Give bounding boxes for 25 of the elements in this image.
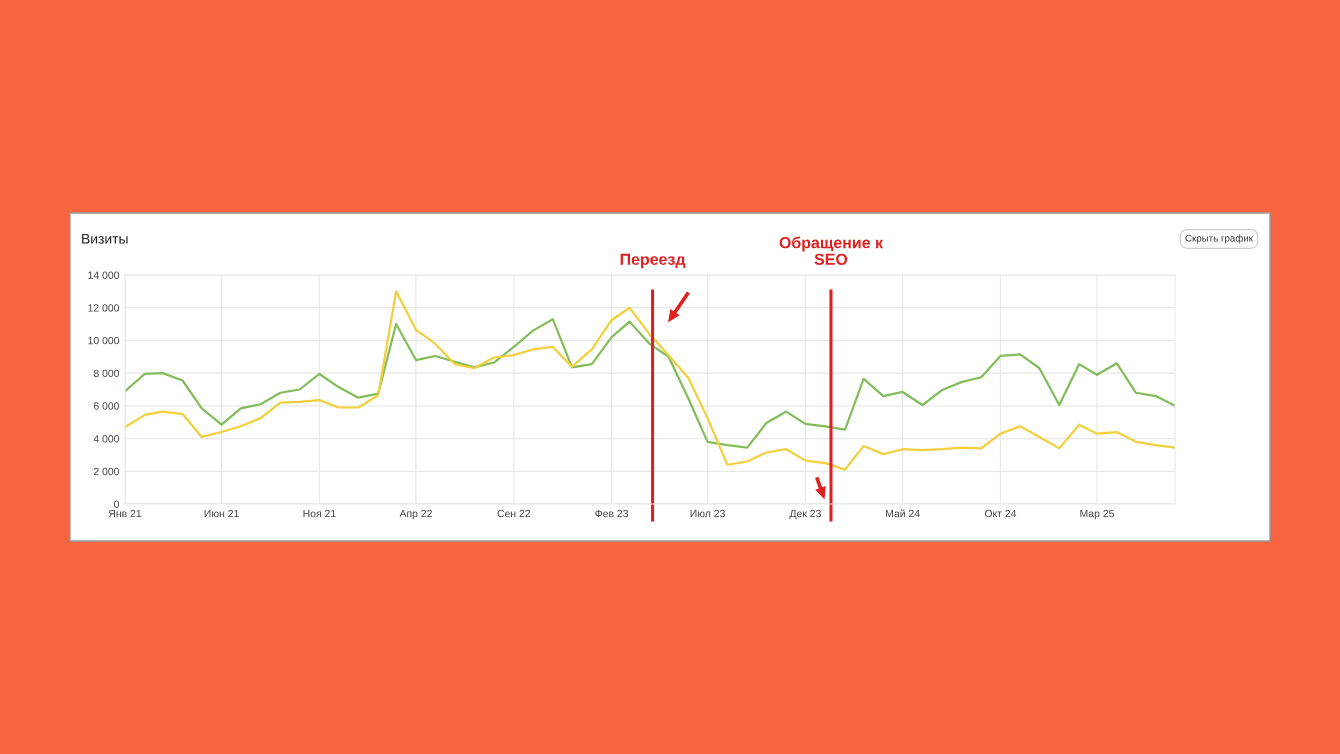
y-tick-label: 8 000 [93, 369, 120, 378]
x-tick-label: Фев 23 [595, 509, 629, 518]
y-tick-label: 12 000 [88, 304, 120, 312]
y-tick-label: 6 000 [93, 402, 120, 410]
y-tick-label: 14 000 [88, 271, 120, 279]
x-tick-label: Ноя 21 [303, 509, 336, 518]
x-tick-label: Мар 25 [1080, 509, 1114, 520]
x-tick-label: Июл 23 [690, 509, 725, 518]
x-tick-label: Июн 21 [204, 509, 239, 518]
x-tick-label: Дек 23 [789, 509, 821, 520]
chart-title: Визиты [82, 234, 128, 244]
y-tick-label: 0 [114, 500, 120, 508]
x-tick-label: Янв 21 [108, 509, 142, 518]
line-series [125, 290, 1175, 471]
x-tick-label: Окт 24 [984, 509, 1017, 518]
y-tick-label: 10 000 [88, 336, 120, 345]
line-series [125, 318, 1175, 449]
x-tick-label: Апр 22 [399, 509, 432, 520]
x-tick-label: Май 24 [886, 509, 920, 518]
y-tick-label: 4 000 [93, 435, 120, 443]
text: Скрыть график [1185, 234, 1254, 244]
ref-line-label: Переезд [620, 253, 686, 269]
y-tick-label: 2 000 [93, 467, 120, 476]
x-tick-label: Сен 22 [497, 509, 531, 518]
ref-line-label: Обращение к SEO [779, 236, 884, 265]
